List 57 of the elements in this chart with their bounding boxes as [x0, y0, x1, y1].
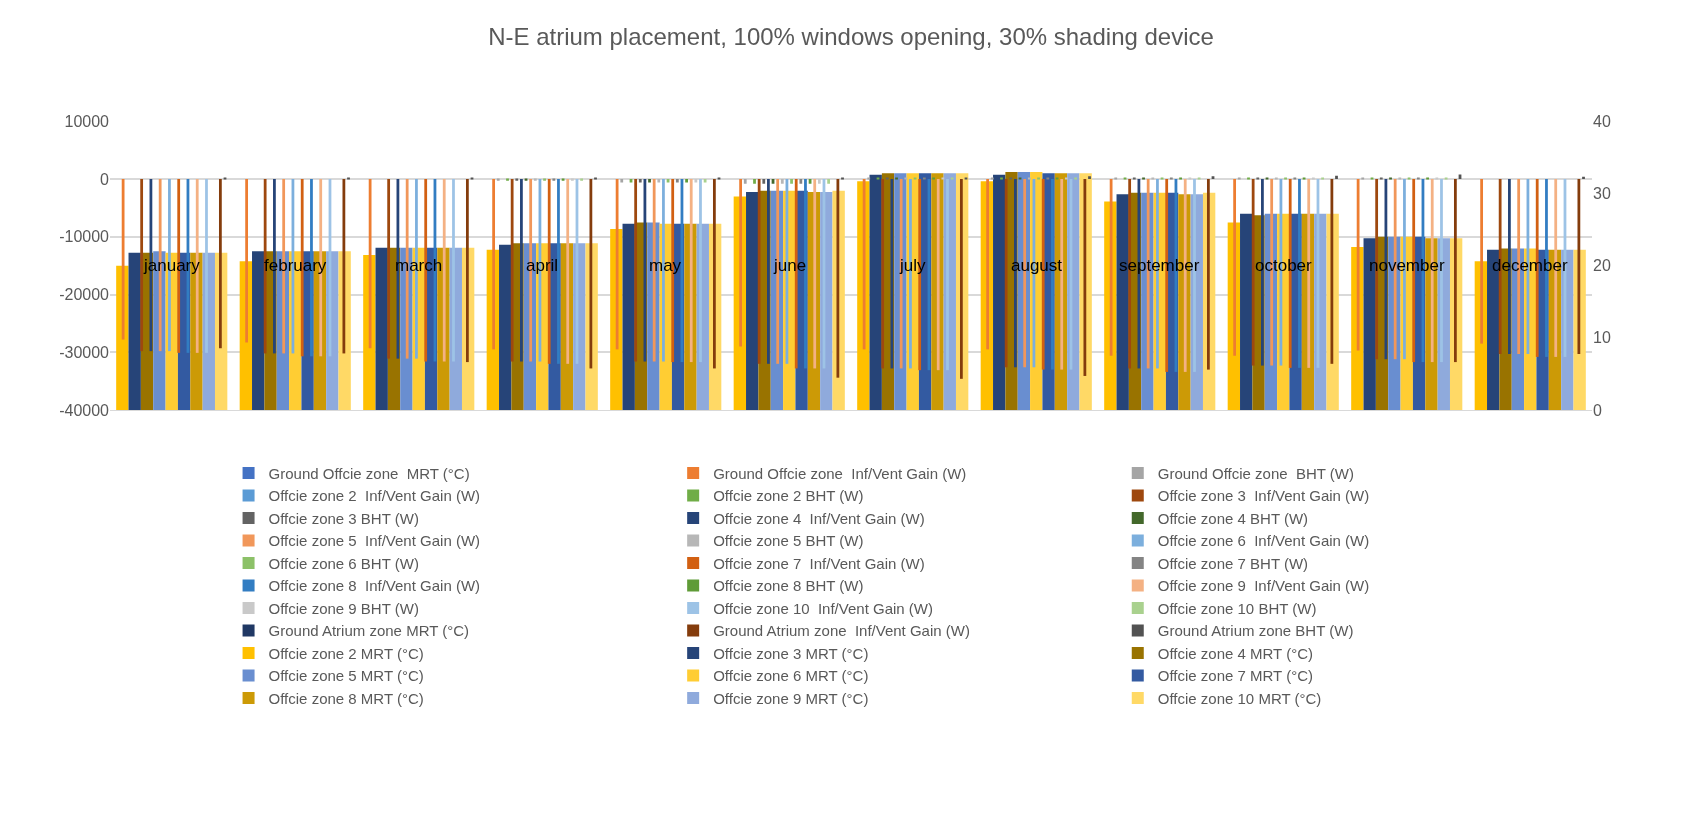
- legend-label: Ground Offcie zone BHT (W): [1157, 464, 1354, 482]
- legend-label: Offcie zone 8 Inf/Vent Gain (W): [268, 577, 481, 595]
- chart-title: N-E atrium placement, 100% windows opening, 30% shading device: [488, 23, 1214, 51]
- legend-label: Offcie zone 9 BHT (W): [268, 599, 419, 617]
- x-tick-label: april: [526, 256, 559, 275]
- x-tick-label: may: [649, 256, 682, 275]
- legend-label: Offcie zone 5 MRT (°C): [268, 667, 424, 685]
- legend-label: Offcie zone 4 MRT (°C): [1157, 644, 1313, 662]
- y-tick-label: 10000: [64, 113, 110, 130]
- y-tick-label: -30000: [59, 343, 110, 361]
- x-tick-label: october: [1255, 256, 1313, 275]
- legend-label: Offcie zone 2 BHT (W): [713, 487, 864, 505]
- legend-label: Offcie zone 5 Inf/Vent Gain (W): [268, 532, 481, 550]
- legend-label: Offcie zone 9 Inf/Vent Gain (W): [1157, 577, 1370, 595]
- legend-label: Offcie zone 9 MRT (°C): [713, 689, 869, 707]
- legend-label: Offcie zone 3 MRT (°C): [713, 644, 869, 662]
- bar: [993, 174, 1006, 410]
- legend-label: Offcie zone 4 Inf/Vent Gain (W): [713, 509, 925, 527]
- x-tick-label: september: [1119, 256, 1200, 275]
- x-tick-label: august: [1011, 256, 1063, 275]
- legend-label: Ground Atrium zone Inf/Vent Gain (W): [713, 622, 970, 640]
- legend-label: Offcie zone 2 MRT (°C): [268, 644, 424, 662]
- legend-label: Offcie zone 10 BHT (W): [1157, 599, 1317, 617]
- legend-label: Offcie zone 8 MRT (°C): [268, 689, 424, 707]
- legend-label: Offcie zone 3 BHT (W): [268, 509, 419, 527]
- legend-label: Ground Offcie zone Inf/Vent Gain (W): [713, 464, 967, 482]
- legend-label: Offcie zone 10 MRT (°C): [1157, 689, 1322, 707]
- legend-label: Offcie zone 7 BHT (W): [1157, 554, 1309, 572]
- x-tick-label: january: [143, 256, 201, 275]
- legend-label: Ground Atrium zone MRT (°C): [268, 622, 470, 640]
- y2-tick-label: 40: [1593, 113, 1611, 130]
- legend-label: Offcie zone 8 BHT (W): [713, 577, 864, 595]
- legend-label: Ground Atrium zone BHT (W): [1157, 622, 1354, 640]
- legend-label: Offcie zone 7 MRT (°C): [1157, 667, 1313, 685]
- legend-label: Offcie zone 4 BHT (W): [1157, 509, 1309, 527]
- y2-tick-label: 10: [1593, 329, 1611, 347]
- y-tick-label: -10000: [59, 228, 110, 246]
- y2-tick-label: 20: [1593, 257, 1611, 275]
- legend-label: Ground Offcie zone MRT (°C): [268, 464, 470, 482]
- y-tick-label: 0: [100, 170, 110, 188]
- legend-label: Offcie zone 6 Inf/Vent Gain (W): [1157, 532, 1370, 550]
- legend-label: Offcie zone 6 MRT (°C): [713, 667, 869, 685]
- legend-label: Offcie zone 2 Inf/Vent Gain (W): [268, 487, 481, 505]
- legend-label: Offcie zone 5 BHT (W): [713, 532, 864, 550]
- legend-label: Offcie zone 6 BHT (W): [268, 554, 419, 572]
- x-tick-label: june: [773, 256, 807, 275]
- y2-tick-label: 30: [1593, 185, 1611, 203]
- y2-tick-label: 0: [1593, 401, 1602, 419]
- y-tick-label: -40000: [59, 401, 110, 419]
- y-tick-label: -20000: [59, 286, 110, 304]
- legend-label: Offcie zone 3 Inf/Vent Gain (W): [1157, 487, 1370, 505]
- x-tick-label: february: [264, 256, 327, 275]
- legend-label: Offcie zone 7 Inf/Vent Gain (W): [713, 554, 925, 572]
- legend-label: Offcie zone 10 Inf/Vent Gain (W): [713, 599, 933, 617]
- x-tick-label: december: [1492, 256, 1568, 275]
- bar: [869, 174, 882, 410]
- x-tick-label: november: [1369, 256, 1445, 275]
